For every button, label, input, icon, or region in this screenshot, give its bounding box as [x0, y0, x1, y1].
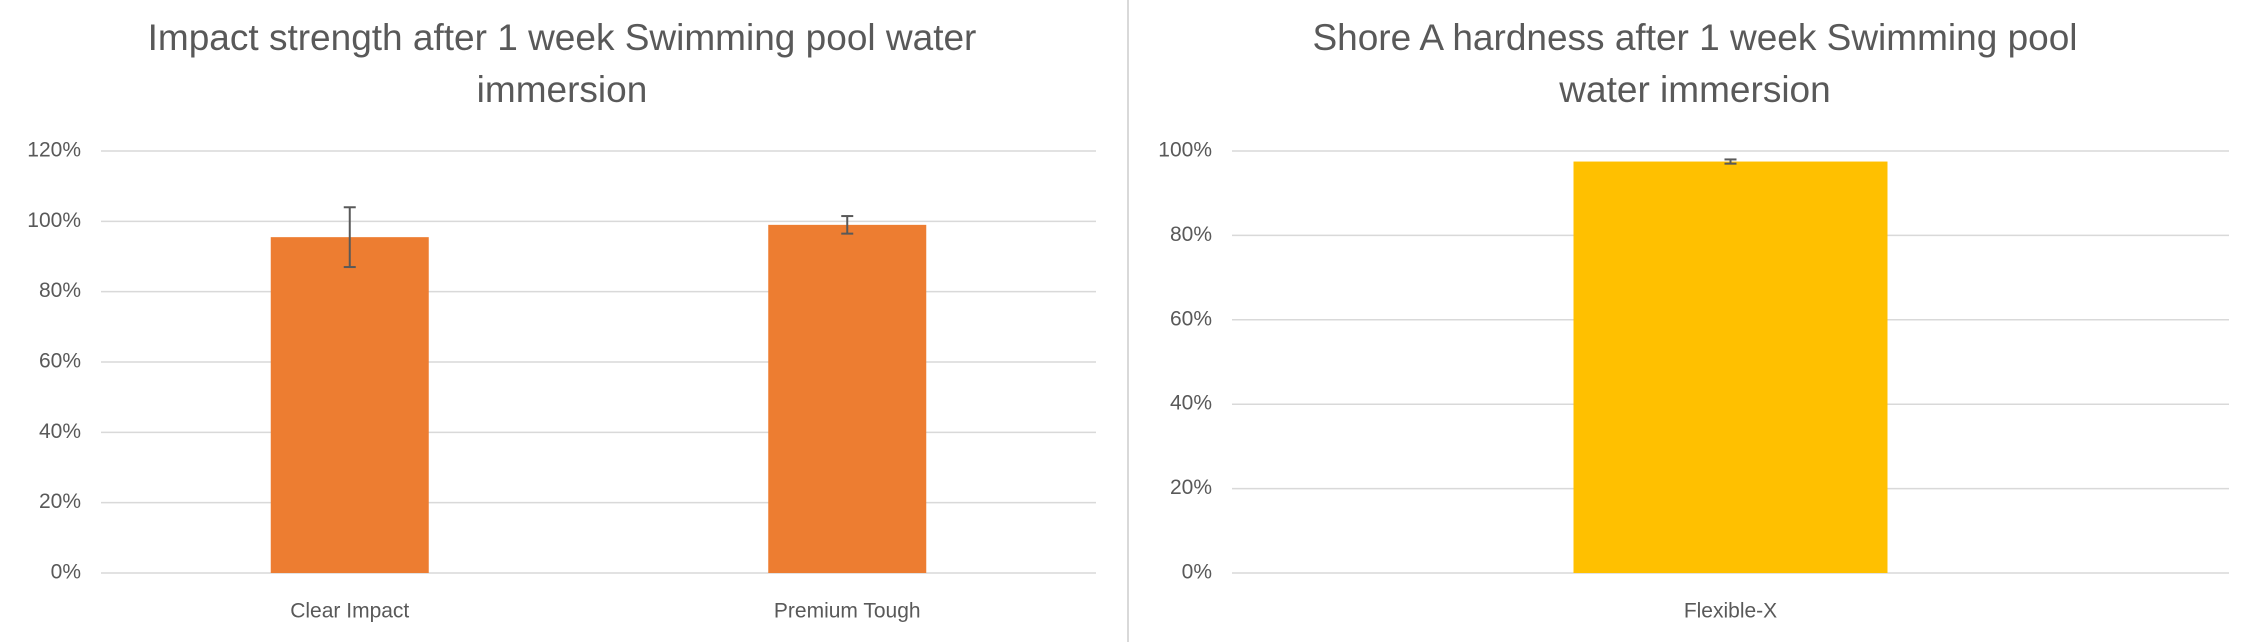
x-tick-label: Flexible-X [1684, 600, 1777, 623]
y-tick-label: 120% [27, 139, 81, 162]
bar [1573, 161, 1888, 574]
y-tick-label: 40% [39, 420, 81, 443]
error-bar [841, 215, 854, 235]
y-tick-label: 0% [51, 561, 81, 584]
y-tick-label: 80% [39, 279, 81, 302]
y-tick-label: 60% [39, 350, 81, 373]
y-tick-label: 20% [1170, 476, 1212, 499]
y-tick-label: 20% [39, 490, 81, 513]
x-tick-label: Premium Tough [774, 600, 921, 623]
x-tick-label: Clear Impact [290, 600, 409, 623]
y-tick-label: 60% [1170, 307, 1212, 330]
y-tick-label: 0% [1182, 561, 1212, 584]
error-bar [343, 206, 356, 269]
bar [270, 237, 429, 574]
y-tick-label: 80% [1170, 223, 1212, 246]
y-tick-label: 40% [1170, 392, 1212, 415]
bar [768, 224, 927, 573]
chart-title: Impact strength after 1 week Swimming po… [147, 17, 977, 110]
y-tick-label: 100% [27, 209, 81, 232]
y-tick-label: 100% [1158, 139, 1212, 162]
chart-title: Shore A hardness after 1 week Swimming p… [1312, 17, 2078, 110]
error-bar [1724, 158, 1737, 165]
